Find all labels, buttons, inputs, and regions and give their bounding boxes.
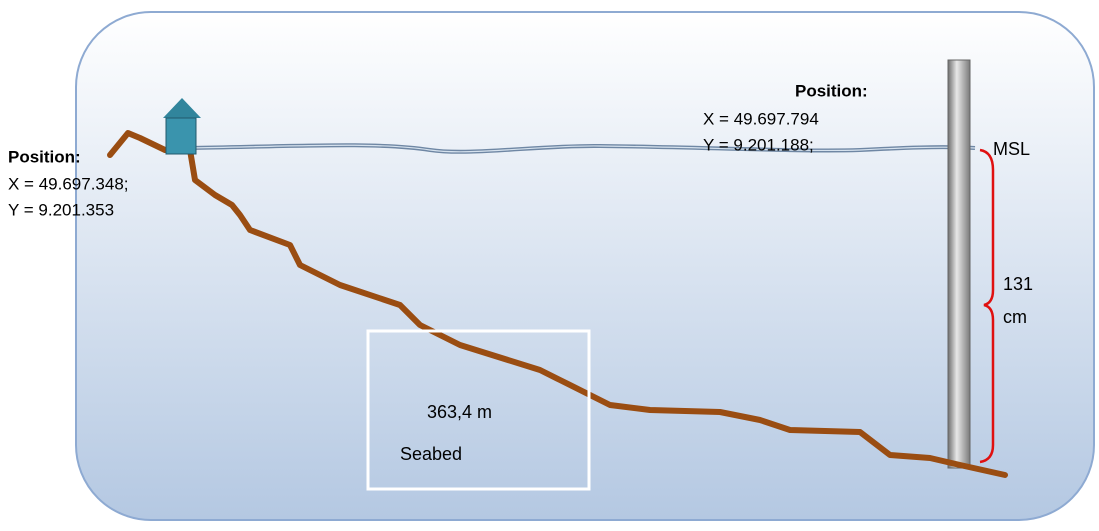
seabed-label: Seabed [400, 444, 462, 464]
house-icon [163, 98, 201, 155]
label-box [366, 329, 591, 491]
depth-bracket [979, 148, 995, 464]
depth-unit: cm [1003, 307, 1027, 327]
right-position-x: X = 49.697.794 [703, 109, 819, 128]
left-position-x: X = 49.697.348; [8, 174, 129, 193]
distance-label: 363,4 m [427, 402, 492, 422]
left-position-y: Y = 9.201.353 [8, 200, 114, 219]
msl-label: MSL [993, 139, 1030, 159]
tide-pole [947, 59, 971, 469]
right-position-y: Y = 9.201.188; [703, 135, 814, 154]
depth-value: 131 [1003, 274, 1033, 294]
seabed-profile [107, 130, 1008, 478]
right-position-title: Position: [795, 81, 868, 100]
background-panel [75, 11, 1095, 521]
left-position-title: Position: [8, 147, 81, 166]
water-highlight [189, 144, 976, 153]
